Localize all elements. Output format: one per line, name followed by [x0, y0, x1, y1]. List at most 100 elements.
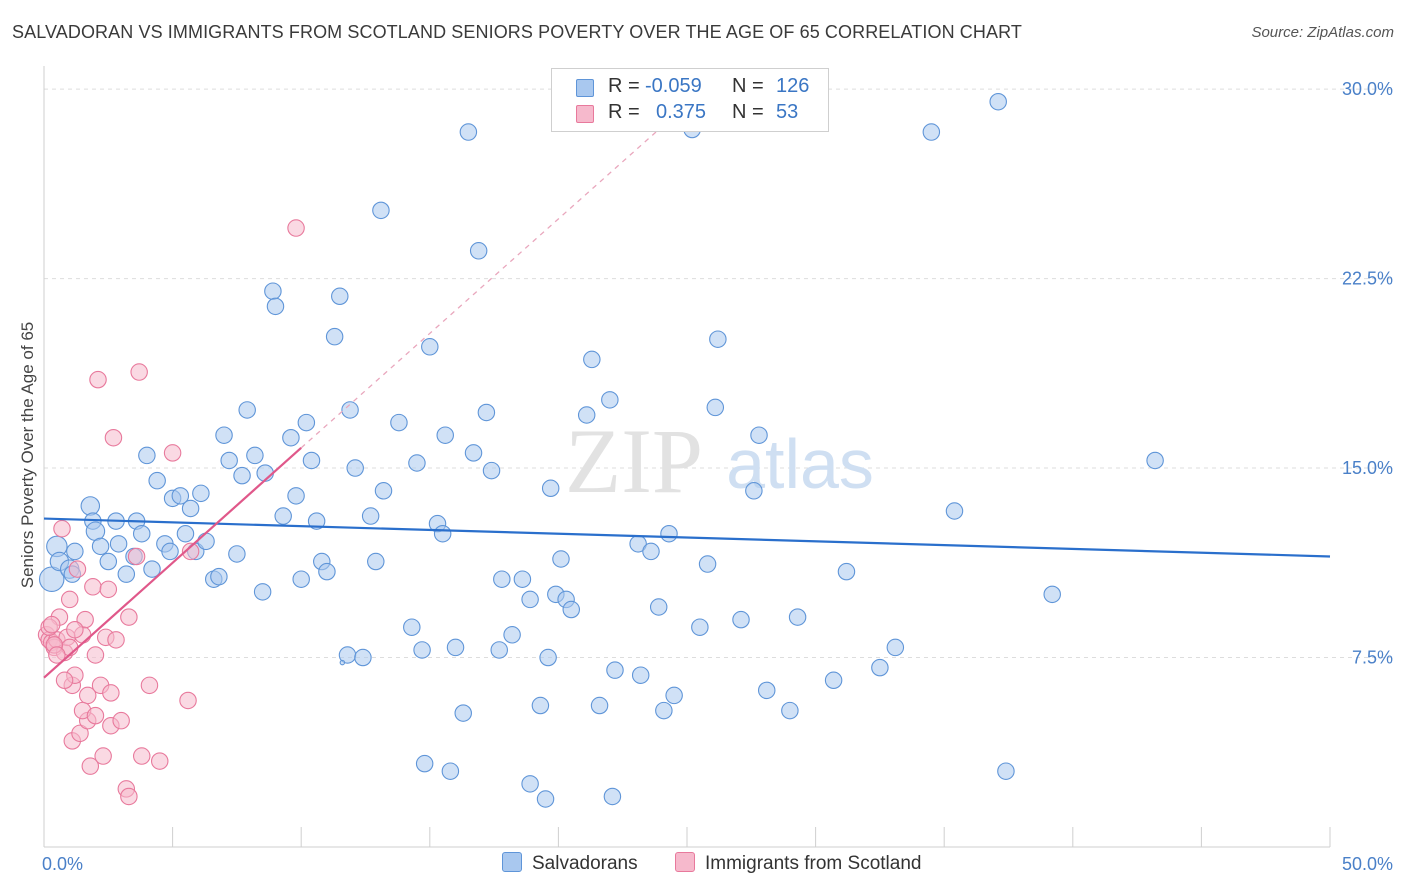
data-point: [138, 446, 156, 465]
data-point: [459, 123, 478, 141]
y-tick-label: 15.0%: [1342, 458, 1393, 478]
trend-line-salvadorans: [43, 517, 1331, 558]
data-point: [1146, 451, 1164, 470]
data-point: [531, 696, 550, 715]
data-point: [536, 790, 555, 808]
data-point: [85, 521, 106, 541]
data-point: [750, 426, 768, 444]
data-point: [477, 403, 496, 422]
data-point: [361, 507, 380, 525]
data-point: [71, 724, 89, 743]
data-point: [246, 446, 264, 465]
data-point: [127, 547, 146, 566]
data-point: [215, 426, 233, 444]
data-point: [490, 641, 508, 659]
data-point: [513, 570, 532, 588]
data-point: [292, 570, 310, 588]
data-point: [148, 471, 166, 490]
data-point: [287, 487, 305, 505]
trend-lines: [43, 81, 1331, 679]
data-point: [140, 676, 159, 695]
data-point: [421, 338, 439, 356]
data-point: [945, 502, 964, 520]
data-point: [482, 461, 501, 480]
legend-swatch-pink: [675, 852, 695, 872]
data-point: [91, 537, 110, 556]
data-point: [68, 560, 87, 578]
data-point: [48, 646, 66, 664]
legend-n-value: 53: [776, 101, 799, 123]
data-point: [606, 661, 624, 679]
legend-swatch-pink: [576, 105, 594, 123]
data-point: [642, 542, 660, 561]
data-point: [590, 696, 609, 715]
data-point: [179, 691, 197, 710]
legend-r-label: R =: [608, 101, 640, 123]
y-tick-label: 7.5%: [1352, 648, 1393, 668]
data-point: [55, 671, 74, 690]
y-axis-title: Seniors Poverty Over the Age of 65: [18, 322, 37, 588]
data-point: [253, 583, 272, 601]
data-point: [539, 648, 557, 667]
data-point: [120, 787, 138, 806]
legend-n-label: N =: [732, 75, 764, 97]
data-point: [282, 428, 300, 447]
data-point: [181, 542, 200, 561]
data-point: [297, 413, 316, 432]
data-point: [112, 711, 130, 730]
data-point: [788, 608, 807, 626]
data-point: [698, 555, 717, 573]
data-point: [143, 560, 161, 578]
data-point: [89, 370, 107, 389]
data-point: [331, 287, 349, 306]
legend-r-label: R =: [608, 75, 640, 97]
legend-r-value: -0.059: [645, 75, 702, 97]
data-point: [390, 413, 408, 432]
watermark: ZIP atlas: [565, 410, 874, 512]
data-point: [80, 496, 101, 516]
data-point: [521, 590, 539, 609]
data-point: [871, 658, 889, 677]
data-point: [577, 406, 596, 424]
y-tick-label: 22.5%: [1342, 269, 1393, 289]
data-point: [706, 398, 725, 417]
grid-lines: [44, 88, 1392, 659]
data-point: [86, 646, 105, 664]
data-point: [86, 706, 105, 725]
data-point: [408, 454, 426, 472]
data-point: [691, 618, 709, 636]
data-point: [469, 242, 488, 260]
series-salvadorans: [38, 92, 1164, 808]
data-point: [354, 648, 372, 667]
data-point: [441, 762, 460, 780]
data-point: [709, 330, 727, 348]
legend-label-salvadorans: Salvadorans: [532, 853, 638, 874]
data-point: [583, 350, 601, 369]
data-point: [824, 671, 843, 690]
data-point: [274, 507, 292, 525]
data-point: [372, 201, 390, 220]
data-point: [181, 499, 200, 518]
trend-line-scotland: [43, 447, 302, 679]
data-point: [989, 92, 1007, 111]
data-point: [60, 590, 79, 609]
data-point: [997, 762, 1015, 780]
data-point: [339, 659, 346, 666]
data-point: [132, 747, 151, 765]
data-point: [287, 219, 305, 237]
data-point: [150, 752, 169, 770]
data-point: [521, 775, 539, 793]
data-point: [922, 123, 941, 141]
data-point: [837, 562, 856, 581]
chart-title: SALVADORAN VS IMMIGRANTS FROM SCOTLAND S…: [12, 22, 1022, 42]
data-point: [503, 626, 521, 644]
legend-item-salvadorans: Salvadorans: [502, 852, 638, 875]
data-point: [264, 282, 282, 300]
data-point: [454, 704, 472, 722]
data-point: [176, 524, 195, 543]
data-point: [233, 466, 251, 485]
legend-n-label: N =: [732, 101, 764, 123]
axes: [43, 66, 1331, 848]
data-point: [99, 552, 118, 571]
